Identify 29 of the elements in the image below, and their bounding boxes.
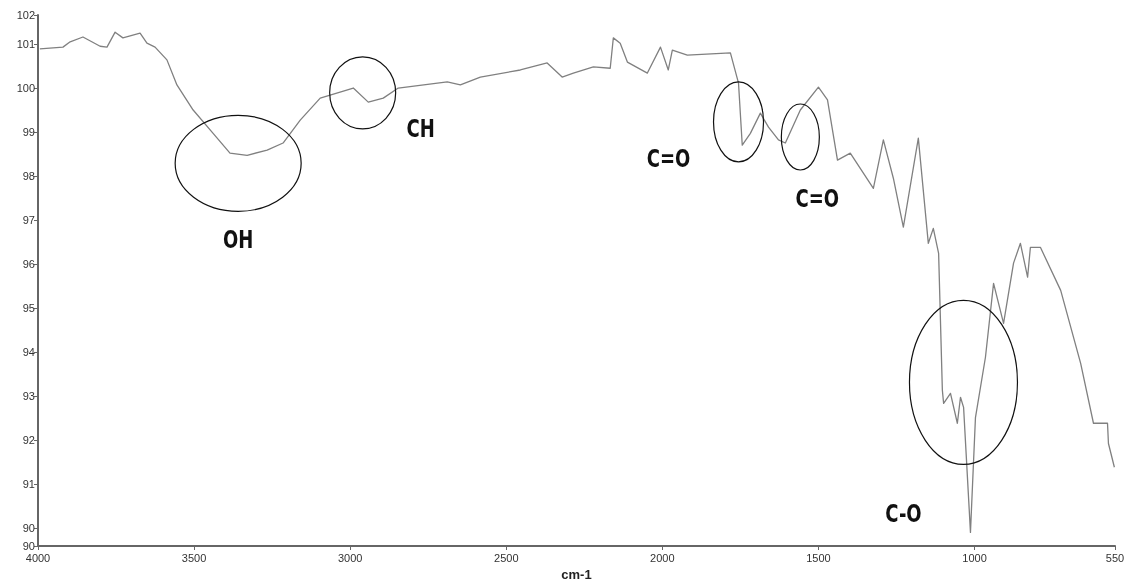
y-tick-label: 92 (22, 433, 35, 446)
line-series (39, 31, 1116, 534)
annotation: C=O (795, 184, 840, 213)
y-tick-label: 91 (22, 477, 35, 490)
y-tick-label: 100 (16, 82, 35, 95)
x-tick-label: 4000 (25, 551, 51, 564)
y-tick-label: 101 (16, 38, 35, 51)
y-tick-label: 98 (22, 170, 35, 183)
x-tick-label: 550 (1105, 551, 1125, 564)
y-tick-label: 97 (22, 214, 35, 227)
x-tick-label: 1500 (806, 551, 831, 564)
y-tick-label: 99 (22, 126, 35, 139)
annotation: OH (222, 225, 254, 254)
x-tick-label: 2000 (650, 551, 675, 564)
x-tick-label: 3500 (181, 551, 207, 564)
y-tick-label: 93 (22, 389, 35, 402)
y-tick-label: 102 (16, 9, 35, 21)
y-tick-label: 95 (22, 302, 35, 314)
y-tick-label: 90 (22, 540, 35, 552)
x-tick-label: 2500 (494, 551, 519, 564)
annotation: C-O (885, 499, 922, 528)
y-tick-label: 90 (22, 521, 35, 534)
y-tick-label: 96 (22, 258, 35, 270)
annotation: CH (406, 114, 435, 143)
annotation: C=O (646, 144, 691, 173)
x-axis-title: cm-1 (561, 567, 592, 582)
x-tick-label: 1000 (962, 551, 987, 564)
x-tick-label: 3000 (337, 551, 363, 564)
y-tick-label: 94 (22, 345, 35, 358)
